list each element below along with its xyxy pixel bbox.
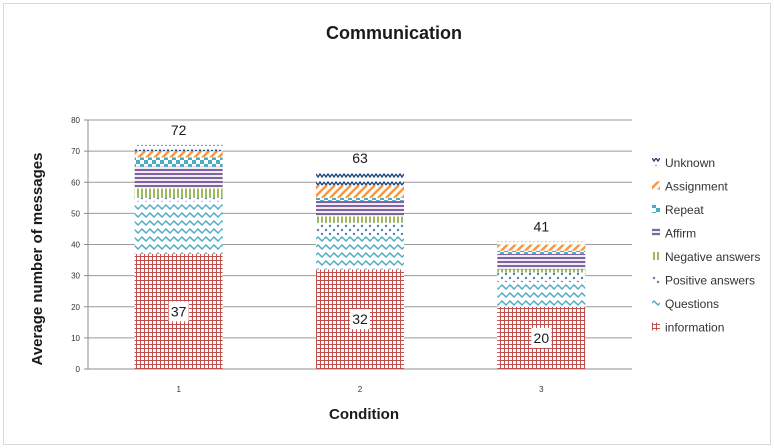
legend-label: Unknown — [665, 156, 715, 170]
y-tick-label: 0 — [76, 365, 81, 374]
bar-segment-negative-answers — [316, 216, 404, 223]
y-tick-label: 30 — [71, 272, 80, 281]
bar-segment-positive-answers — [497, 272, 586, 282]
x-axis-ticks: 1 2 3 — [176, 385, 544, 394]
bar-segment-affirm — [316, 200, 404, 217]
y-tick-label: 80 — [71, 116, 80, 125]
y-axis-title: Average number of messages — [29, 153, 46, 366]
bar-segment-questions — [316, 235, 404, 270]
bar-segment-unknown — [316, 172, 404, 186]
bar-segment-repeat — [316, 197, 404, 201]
total-label: 63 — [352, 150, 368, 166]
bar-segment-negative-answers — [497, 269, 586, 273]
y-tick-label: 50 — [71, 209, 80, 218]
legend-swatch — [652, 158, 660, 166]
legend-label: Questions — [665, 297, 719, 311]
total-label: 41 — [534, 218, 550, 234]
legend-label: Negative answers — [665, 250, 760, 264]
legend-swatch — [652, 299, 660, 307]
data-label-background — [168, 301, 189, 322]
data-label-background — [350, 309, 370, 330]
legend-swatch — [652, 322, 660, 331]
legend: Unknown Assignment Repeat Affirm Negative an… — [652, 156, 760, 335]
y-tick-label: 40 — [71, 241, 80, 250]
legend-label: Assignment — [665, 180, 728, 194]
legend-swatch — [652, 181, 660, 190]
chart-frame: Communication 0 10 20 30 40 50 60 70 80 37 72 32 63… — [3, 3, 771, 445]
bar-segment-unknown — [134, 144, 223, 152]
y-tick-label: 60 — [71, 178, 80, 187]
y-tick-label: 70 — [71, 147, 80, 156]
bar-segment-positive-answers — [134, 197, 223, 201]
legend-label: Repeat — [665, 203, 704, 217]
bar-segment-repeat — [134, 157, 223, 167]
bar-segment-affirm — [497, 253, 586, 270]
y-tick-label: 20 — [71, 303, 80, 312]
legend-swatch — [652, 205, 660, 213]
chart-title: Communication — [326, 23, 462, 43]
legend-label: information — [665, 321, 724, 335]
bar-segment-questions — [134, 200, 223, 254]
bars — [134, 144, 586, 369]
legend-label: Positive answers — [665, 274, 755, 288]
data-label-information: 37 — [171, 303, 187, 319]
bar-segment-assignment — [497, 244, 586, 251]
x-axis-title: Condition — [329, 406, 399, 423]
bar-segment-unknown — [497, 241, 586, 245]
bar-segment-repeat — [497, 250, 586, 254]
data-label-background — [531, 327, 552, 348]
data-label-information: 20 — [534, 330, 550, 346]
bar-segment-positive-answers — [316, 222, 404, 236]
legend-swatch — [652, 252, 660, 260]
y-tick-label: 10 — [71, 334, 80, 343]
data-labels: 37 72 32 63 20 41 — [168, 122, 552, 348]
legend-swatch — [652, 228, 660, 237]
y-axis-ticks: 0 10 20 30 40 50 60 70 80 — [71, 116, 80, 374]
legend-swatch — [652, 275, 660, 284]
x-tick-label: 1 — [176, 385, 181, 394]
bar-segment-affirm — [134, 166, 223, 189]
x-tick-label: 2 — [358, 385, 363, 394]
total-label: 72 — [171, 122, 187, 138]
data-label-information: 32 — [352, 311, 368, 327]
bar-segment-assignment — [134, 151, 223, 158]
bar-segment-negative-answers — [134, 188, 223, 198]
bar-segment-assignment — [316, 185, 404, 198]
bar-segment-questions — [497, 281, 586, 307]
legend-label: Affirm — [665, 227, 696, 241]
x-tick-label: 3 — [539, 385, 544, 394]
